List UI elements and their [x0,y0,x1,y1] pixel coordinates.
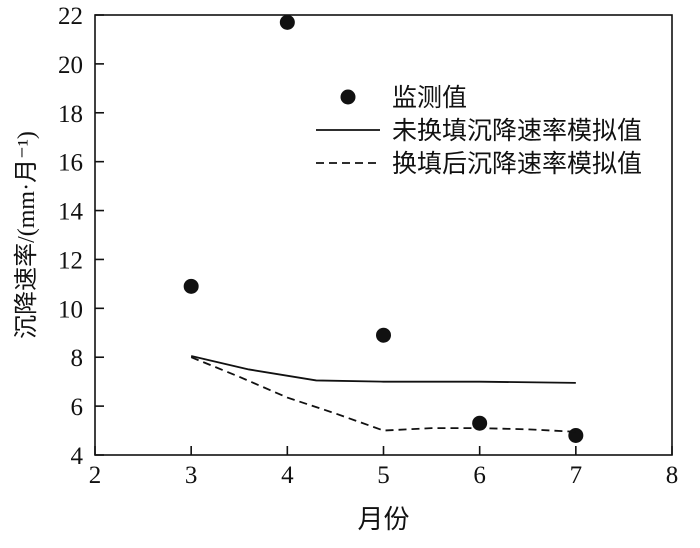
x-axis-tick-label: 5 [377,462,390,489]
y-axis-tick-label: 22 [58,3,83,30]
y-axis-tick-label: 18 [58,101,83,128]
sim-line-no-fill [190,355,576,384]
monitored-data-point [568,427,584,443]
x-axis-tick-label: 4 [281,462,294,489]
y-axis-tick-label: 20 [58,52,83,79]
monitored-data-point [279,14,295,30]
legend-marker-dot [340,89,356,105]
x-axis-title: 月份 [357,505,410,534]
x-axis-tick-label: 3 [185,462,198,489]
legend-label: 未换填沉降速率模拟值 [392,117,642,145]
x-axis-tick-label: 6 [473,462,486,489]
y-axis-tick-label: 16 [58,150,83,177]
y-axis-tick-label: 8 [71,345,84,372]
plot-frame [94,14,673,456]
monitored-data-point [183,278,199,294]
monitored-data-point [376,327,391,343]
legend-label: 换填后沉降速率模拟值 [392,150,642,178]
y-axis-tick-label: 14 [58,199,84,226]
x-axis-tick-label: 8 [666,462,679,489]
y-axis-tick-label: 4 [71,443,84,470]
y-axis-tick-label: 12 [58,247,83,274]
y-axis-tick-label: 10 [58,296,83,323]
x-axis-tick-label: 2 [89,462,102,489]
y-axis-title: 沉降速率/(mm·月⁻¹) [14,131,40,339]
y-axis-tick-label: 6 [71,394,84,421]
monitored-data-point [472,415,488,431]
sim-line-after-fill [190,356,576,433]
legend-label: 监测值 [392,84,467,112]
x-axis-tick-label: 7 [570,462,583,489]
